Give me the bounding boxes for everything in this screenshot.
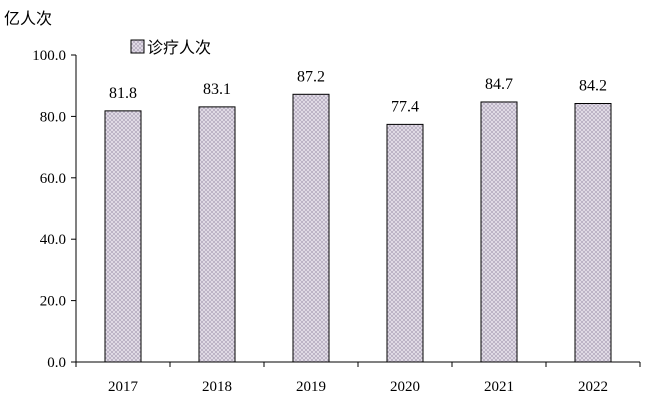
y-tick-label: 20.0: [40, 294, 66, 310]
x-axis-ticks: 2017 2018 2019 2020 2021 2022: [75, 362, 641, 395]
data-label-2019: 87.2: [297, 68, 325, 85]
data-label-2020: 77.4: [391, 98, 419, 115]
x-tick-label: 2020: [390, 379, 420, 395]
x-tick-label: 2017: [108, 379, 139, 395]
x-tick-label: 2021: [484, 379, 514, 395]
y-axis-unit-label: 亿人次: [4, 9, 52, 28]
data-labels: 81.8 83.1 87.2 77.4 84.7 84.2: [109, 68, 607, 115]
x-tick-label: 2018: [202, 379, 232, 395]
data-label-2022: 84.2: [579, 78, 607, 95]
y-tick-label: 100.0: [32, 48, 66, 64]
y-tick-label: 80.0: [40, 109, 66, 125]
legend-label: 诊疗人次: [147, 38, 211, 57]
bar-2018: [198, 106, 236, 363]
bar-2021: [480, 101, 518, 363]
data-label-2018: 83.1: [203, 81, 231, 98]
bar-2020: [386, 123, 424, 363]
y-axis-ticks: 0.0 20.0 40.0 60.0 80.0 100.0: [32, 48, 76, 371]
data-label-2017: 81.8: [109, 85, 137, 102]
y-tick-label: 40.0: [40, 232, 66, 248]
bar-2022: [574, 103, 612, 363]
x-tick-label: 2019: [296, 379, 326, 395]
bar-2017: [104, 110, 142, 363]
y-tick-label: 60.0: [40, 171, 66, 187]
legend-swatch: [130, 39, 145, 54]
y-tick-label: 0.0: [47, 355, 66, 371]
bars: [104, 93, 612, 363]
bar-2019: [292, 93, 330, 363]
x-tick-label: 2022: [578, 379, 608, 395]
legend: 诊疗人次: [130, 38, 211, 57]
data-label-2021: 84.7: [485, 76, 513, 93]
